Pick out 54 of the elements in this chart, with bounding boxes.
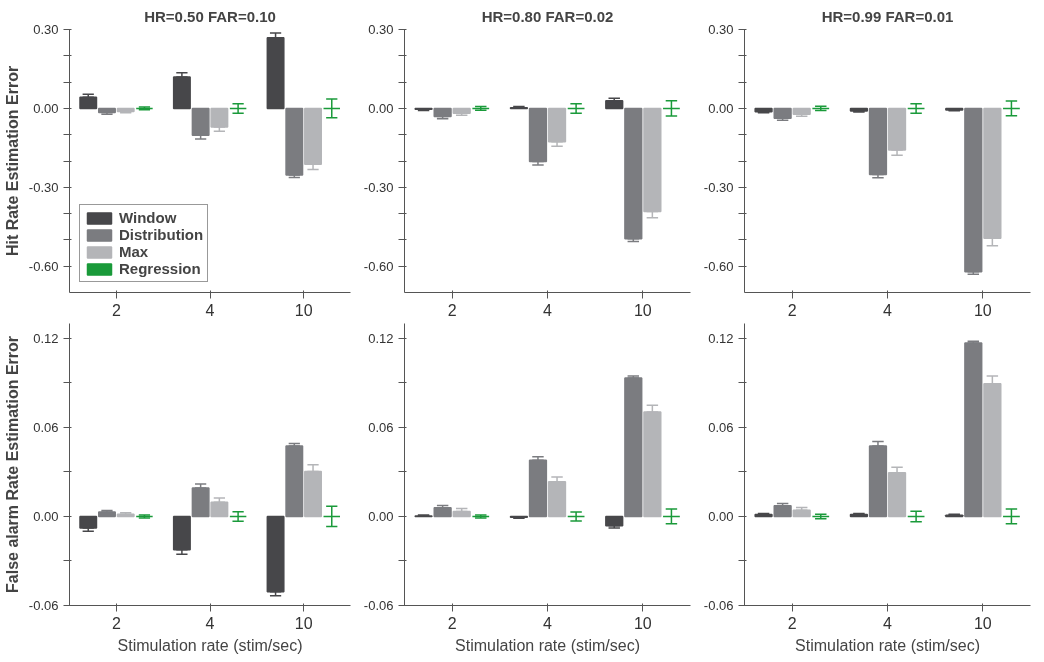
y-tick-label: 0.06 [708,419,734,435]
chart-title: HR=0.99 FAR=0.01 [821,7,954,25]
y-tick-label: -0.06 [703,598,734,613]
y-tick-label: -0.60 [28,258,59,274]
legend-label: Distribution [119,226,204,243]
x-tick-label: 4 [205,614,215,632]
x-tick-label: 10 [294,301,313,319]
x-axis-title: Stimulation rate (stim/sec) [117,636,303,654]
y-tick-label: 0.00 [368,100,394,116]
y-tick-label: 0.00 [33,508,59,524]
chart-title: HR=0.50 FAR=0.10 [144,7,276,25]
x-tick-label: 4 [543,614,553,632]
y-tick-label: 0.30 [368,22,394,37]
y-tick-label: 0.30 [33,22,59,37]
y-tick-label: 0.12 [33,330,59,346]
x-tick-label: 10 [633,614,652,632]
y-axis-title: Hit Rate Estimation Error [3,65,21,257]
y-tick-label: 0.12 [708,330,734,346]
y-tick-label: 0.12 [368,330,394,346]
y-tick-label: 0.00 [33,100,59,116]
x-tick-label: 4 [883,301,893,319]
y-tick-label: -0.30 [28,179,59,195]
y-tick-label: 0.00 [708,100,734,116]
y-tick-label: 0.30 [708,22,734,37]
x-tick-label: 2 [447,614,457,632]
x-tick-label: 2 [447,301,457,319]
y-tick-label: -0.60 [703,258,734,274]
x-tick-label: 4 [205,301,215,319]
x-tick-label: 4 [883,614,893,632]
x-tick-label: 10 [973,301,992,319]
x-tick-label: 2 [787,614,797,632]
x-axis-title: Stimulation rate (stim/sec) [455,636,640,654]
x-tick-label: 2 [787,301,797,319]
chart-title: HR=0.80 FAR=0.02 [481,7,614,25]
y-tick-label: 0.00 [368,508,394,524]
y-axis-title: False alarm Rate Estimation Error [3,336,21,593]
y-tick-label: -0.06 [28,598,59,613]
legend-label: Regression [119,260,201,277]
x-tick-label: 10 [973,614,992,632]
x-tick-label: 2 [111,301,121,319]
y-tick-label: -0.30 [703,179,734,195]
legend-label: Window [119,209,177,226]
x-tick-label: 2 [111,614,121,632]
y-tick-label: 0.06 [368,419,394,435]
y-tick-label: -0.06 [363,598,394,613]
x-axis-title: Stimulation rate (stim/sec) [795,636,980,654]
x-tick-label: 4 [543,301,553,319]
x-tick-label: 10 [633,301,652,319]
y-tick-label: 0.00 [708,508,734,524]
y-tick-label: 0.06 [33,419,59,435]
legend-label: Max [119,243,149,260]
y-tick-label: -0.30 [363,179,394,195]
x-tick-label: 10 [294,614,313,632]
y-tick-label: -0.60 [363,258,394,274]
